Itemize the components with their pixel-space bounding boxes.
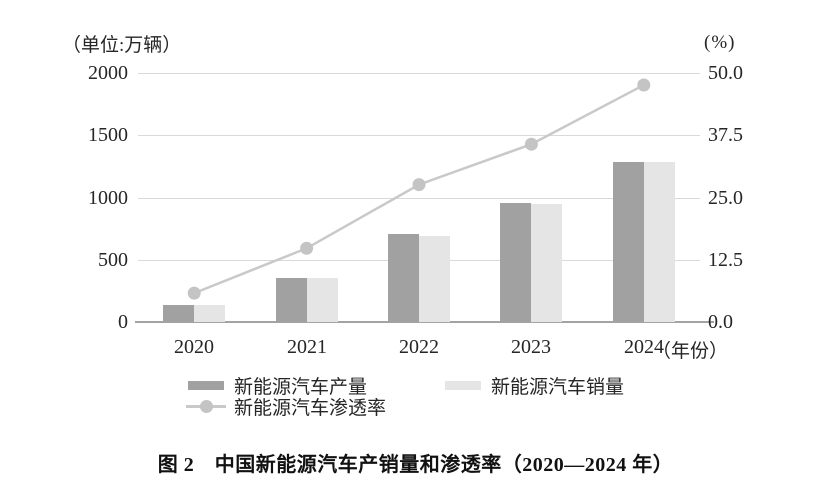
sales-bar-2020 — [194, 305, 225, 322]
legend-label-penetration: 新能源汽车渗透率 — [234, 398, 387, 419]
gridline — [138, 198, 700, 199]
figure-caption: 图 2 中国新能源汽车产销量和渗透率（2020—2024 年） — [157, 454, 674, 476]
right-axis-tick-12.5: 12.5 — [708, 249, 743, 271]
penetration-dot-icon — [200, 400, 213, 413]
legend-label-sales: 新能源汽车销量 — [491, 377, 625, 398]
left-axis-tick-500: 500 — [98, 249, 128, 271]
left-axis-tick-1500: 1500 — [88, 124, 128, 146]
penetration-point-2024 — [637, 78, 651, 92]
production-bar-2021 — [276, 278, 307, 322]
x-axis-baseline — [135, 321, 714, 323]
left-axis-unit-label: （单位:万辆） — [62, 35, 182, 56]
x-axis-tick-2022: 2022 — [399, 336, 439, 358]
right-axis-tick-37.5: 37.5 — [708, 124, 743, 146]
sales-bar-2021 — [307, 278, 338, 322]
production-bar-2022 — [388, 234, 419, 322]
legend-item-production: 新能源汽车产量 — [188, 372, 367, 399]
penetration-line-layer — [187, 78, 651, 300]
sales-bar-swatch — [445, 381, 481, 390]
penetration-point-2022 — [412, 178, 426, 192]
legend-label-production: 新能源汽车产量 — [234, 377, 368, 398]
right-axis-tick-25.0: 25.0 — [708, 187, 743, 209]
gridline — [138, 73, 700, 74]
penetration-point-2021 — [300, 241, 314, 255]
plot-area — [135, 73, 714, 323]
x-axis-suffix-label: （年份） — [652, 341, 729, 362]
left-axis-tick-0: 0 — [118, 311, 128, 333]
x-axis-tick-2024: 2024 — [624, 336, 664, 358]
penetration-point-2023 — [524, 137, 538, 151]
production-bar-swatch — [188, 381, 224, 390]
penetration-point-2020 — [187, 286, 201, 300]
penetration-line-swatch — [186, 400, 226, 413]
x-axis-tick-2021: 2021 — [287, 336, 327, 358]
x-axis-tick-2023: 2023 — [511, 336, 551, 358]
sales-bar-2024 — [644, 162, 675, 322]
x-axis-tick-2020: 2020 — [174, 336, 214, 358]
right-axis-tick-50.0: 50.0 — [708, 62, 743, 84]
production-bar-2024 — [613, 162, 644, 322]
production-bar-2023 — [500, 203, 531, 322]
legend-item-penetration: 新能源汽车渗透率 — [186, 393, 386, 420]
gridline — [138, 135, 700, 136]
left-axis-tick-2000: 2000 — [88, 62, 128, 84]
left-axis-tick-1000: 1000 — [88, 187, 128, 209]
sales-bar-2023 — [531, 204, 562, 322]
right-axis-unit-label: (%) — [704, 32, 736, 53]
right-axis-tick-0.0: 0.0 — [708, 311, 733, 333]
sales-bar-2022 — [419, 236, 450, 322]
legend-item-sales: 新能源汽车销量 — [445, 372, 624, 399]
production-bar-2020 — [163, 305, 194, 322]
